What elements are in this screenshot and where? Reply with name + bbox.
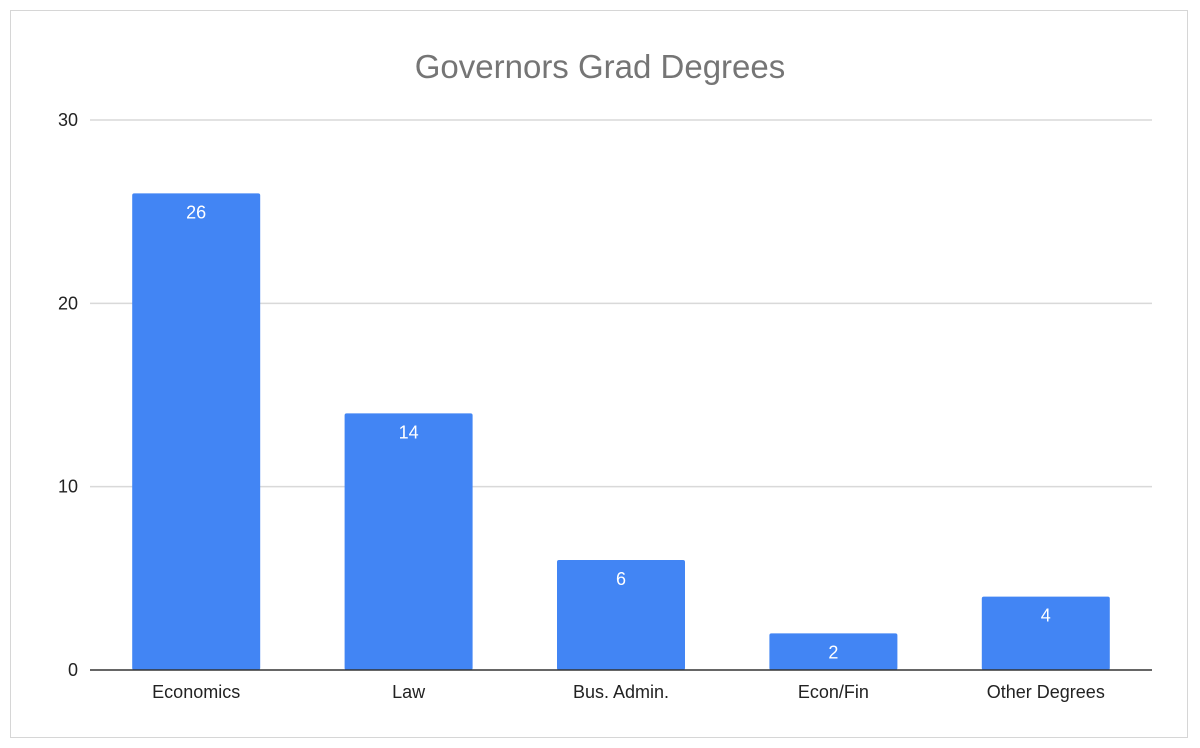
category-label-2: Bus. Admin. — [573, 682, 669, 702]
y-tick-label-0: 0 — [68, 660, 78, 680]
bar-3 — [769, 633, 898, 670]
bar-0 — [132, 193, 261, 671]
category-label-4: Other Degrees — [987, 682, 1105, 702]
chart-title: Governors Grad Degrees — [415, 48, 786, 85]
bar-1 — [344, 413, 473, 670]
data-label-0: 26 — [186, 202, 206, 222]
data-label-1: 14 — [399, 422, 419, 442]
data-label-3: 2 — [828, 642, 838, 662]
data-label-4: 4 — [1041, 606, 1051, 626]
data-labels: 26 14 6 2 4 — [186, 202, 1051, 662]
bar-2 — [557, 560, 685, 670]
x-axis-categories: Economics Law Bus. Admin. Econ/Fin Other Deg… — [152, 682, 1105, 702]
gridlines — [90, 119, 1152, 488]
bars — [132, 193, 1110, 671]
data-label-2: 6 — [616, 569, 626, 589]
y-tick-label-30: 30 — [58, 110, 78, 130]
category-label-3: Econ/Fin — [798, 682, 869, 702]
y-tick-label-10: 10 — [58, 477, 78, 497]
y-tick-label-20: 20 — [58, 293, 78, 313]
bar-4 — [981, 596, 1110, 670]
category-label-1: Law — [392, 682, 426, 702]
y-axis-ticks: 0 10 20 30 — [58, 110, 78, 680]
category-label-0: Economics — [152, 682, 240, 702]
